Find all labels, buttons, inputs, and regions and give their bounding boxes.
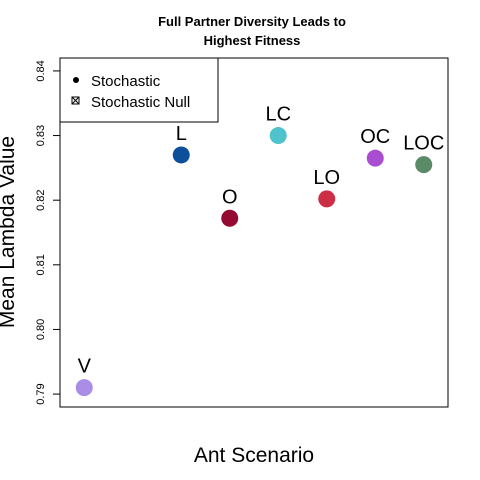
data-point-v xyxy=(75,379,93,397)
data-point-o xyxy=(221,209,239,227)
data-point-oc xyxy=(366,149,384,167)
x-axis-title: Ant Scenario xyxy=(194,444,314,467)
data-point-l xyxy=(172,146,190,164)
legend-box xyxy=(59,57,219,123)
y-tick-label: 0.80 xyxy=(35,319,47,340)
y-axis: 0.79 0.80 0.81 0.82 0.83 0.84 xyxy=(35,60,60,405)
data-point-lc xyxy=(269,127,287,145)
y-axis-title: Mean Lambda Value xyxy=(0,136,19,328)
point-label-lo: LO xyxy=(313,167,340,189)
data-point-lo xyxy=(318,190,336,208)
point-label-o: O xyxy=(222,186,238,208)
legend-label-stochastic: Stochastic xyxy=(91,73,161,90)
y-tick-label: 0.84 xyxy=(35,60,47,81)
point-label-v: V xyxy=(78,356,92,378)
legend-crossed-square-icon xyxy=(71,96,80,105)
point-label-lc: LC xyxy=(265,104,291,126)
point-label-oc: OC xyxy=(360,126,390,148)
plot-frame xyxy=(59,57,449,408)
chart-title-line1: Full Partner Diversity Leads to xyxy=(158,14,346,29)
legend-dot-icon xyxy=(73,77,79,83)
legend: Stochastic Stochastic Null xyxy=(59,57,219,123)
point-label-loc: LOC xyxy=(403,133,444,155)
y-tick-label: 0.79 xyxy=(35,383,47,404)
y-tick-label: 0.83 xyxy=(35,125,47,146)
data-point-loc xyxy=(415,156,433,174)
y-tick-label: 0.81 xyxy=(35,254,47,275)
y-tick-label: 0.82 xyxy=(35,189,47,210)
chart-title-line2: Highest Fitness xyxy=(204,33,301,48)
point-label-l: L xyxy=(176,123,187,145)
legend-label-stochastic-null: Stochastic Null xyxy=(91,94,190,111)
